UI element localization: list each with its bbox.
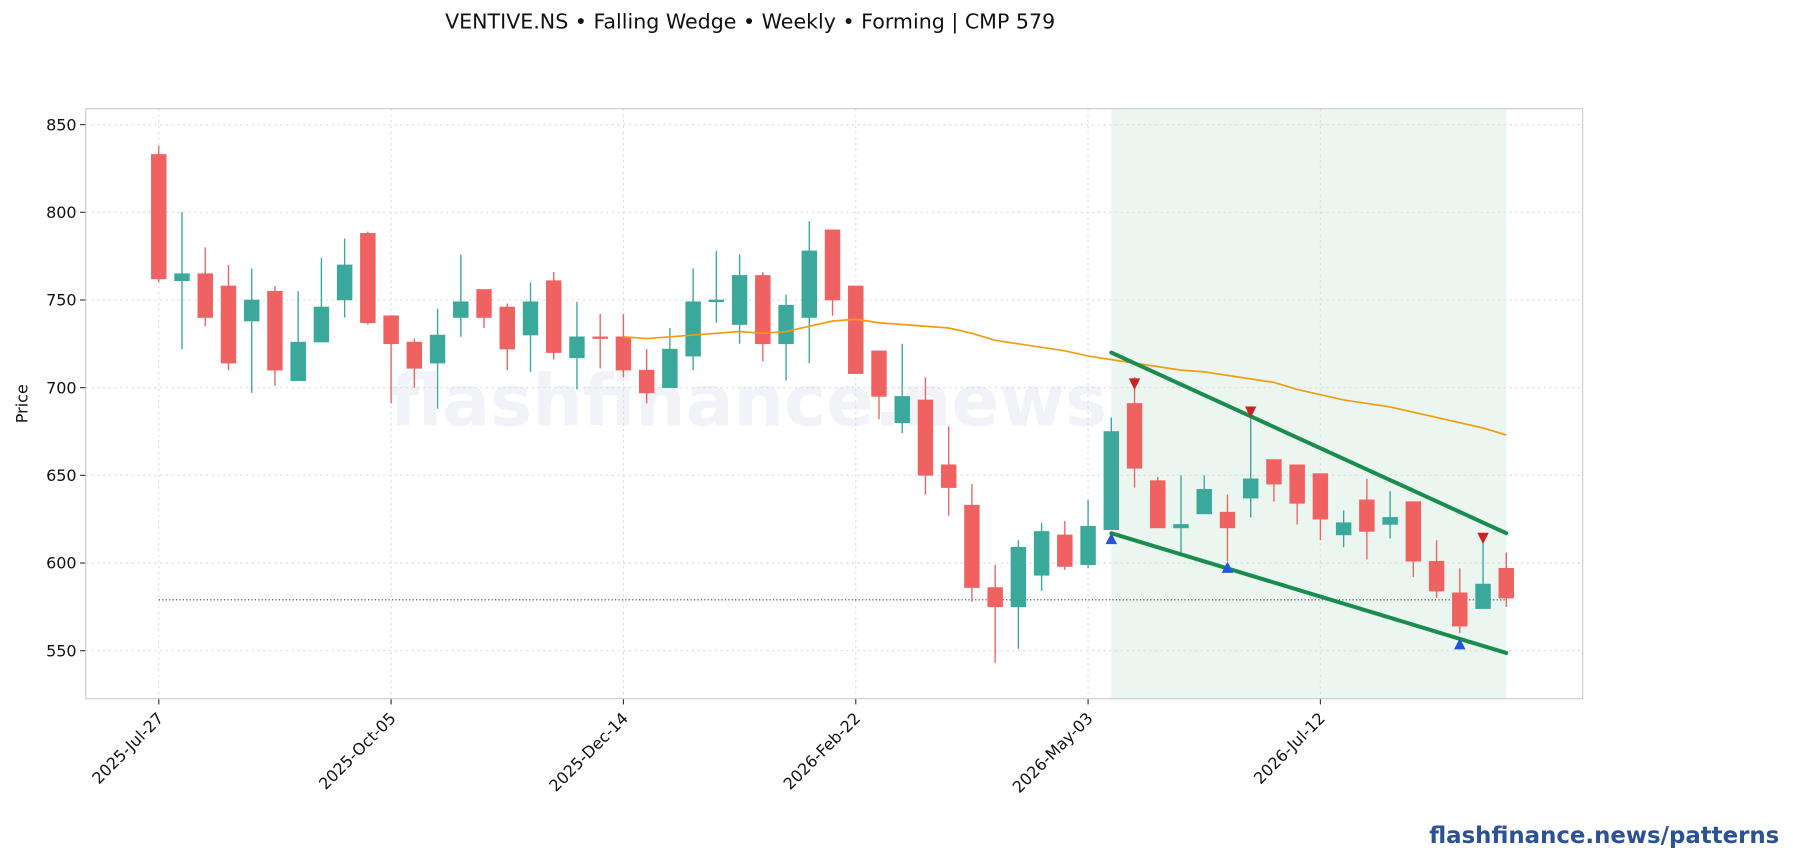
candle-body xyxy=(615,336,632,371)
candle-body xyxy=(987,587,1003,608)
candle-body xyxy=(917,399,934,476)
pivot-high xyxy=(1244,406,1257,418)
candle-body xyxy=(499,306,515,350)
footer: flashfinance.news/patterns xyxy=(1429,823,1779,849)
pivot-low xyxy=(1454,637,1466,650)
candle-body xyxy=(522,301,539,336)
candle-body xyxy=(1382,517,1398,525)
candle-body xyxy=(848,285,864,374)
candle-body xyxy=(755,275,771,345)
candle-body xyxy=(1428,560,1445,592)
candle-body xyxy=(638,369,655,394)
y-tick-label: 650 xyxy=(46,466,77,485)
y-tick-label: 700 xyxy=(46,378,77,397)
candle-body xyxy=(708,299,725,303)
candle-body xyxy=(1359,499,1375,532)
candle-body xyxy=(1196,489,1212,515)
y-tick-label: 750 xyxy=(46,291,77,310)
candle-body xyxy=(824,229,841,301)
candle-body xyxy=(243,299,260,322)
candle-body xyxy=(383,315,399,345)
candle-body xyxy=(1242,478,1259,499)
candle-body xyxy=(685,301,701,357)
candle-body xyxy=(151,154,167,280)
candle-body xyxy=(1080,525,1096,566)
pivot-high xyxy=(1128,378,1141,390)
candle-body xyxy=(1150,480,1166,529)
plot-frame xyxy=(85,108,1584,700)
pivot-low xyxy=(1221,561,1234,573)
candle-body xyxy=(197,273,213,318)
candle-body xyxy=(778,304,794,345)
candle-body xyxy=(220,285,237,364)
candle-body xyxy=(313,306,330,343)
candle-body xyxy=(1266,459,1282,485)
watermark: flashfinance.news xyxy=(390,359,1107,442)
candle-body xyxy=(1103,431,1120,530)
candle-body xyxy=(801,250,818,318)
y-axis-label: Price xyxy=(12,384,31,423)
candle-body xyxy=(429,334,446,364)
candle-body xyxy=(1173,524,1189,529)
moving-average xyxy=(623,318,1507,436)
candle-body xyxy=(662,348,678,388)
chart-title: VENTIVE.NS • Falling Wedge • Weekly • Fo… xyxy=(445,10,1055,35)
candle-body xyxy=(453,301,469,318)
candle-body xyxy=(1452,592,1468,627)
candle-body xyxy=(1057,534,1073,567)
candle-body xyxy=(1033,531,1050,576)
candle-body xyxy=(1289,464,1305,504)
y-tick-label: 800 xyxy=(46,203,77,222)
candle-body xyxy=(1219,511,1236,529)
candle-body xyxy=(406,341,423,369)
candle-body xyxy=(592,336,608,339)
candle-body xyxy=(174,273,190,281)
candle-body xyxy=(546,280,562,353)
pattern-zone xyxy=(1111,108,1507,699)
candle-body xyxy=(1126,403,1143,469)
candle-body xyxy=(569,336,585,359)
candle-body xyxy=(1335,522,1352,536)
candle-body xyxy=(940,464,957,488)
candle-body xyxy=(731,275,748,325)
pivot-low xyxy=(1105,532,1118,545)
candle-body xyxy=(1405,501,1422,562)
y-tick-label: 850 xyxy=(46,115,77,134)
candle-body xyxy=(964,504,980,588)
candle-body xyxy=(1010,546,1027,608)
wedge-upper xyxy=(1109,350,1509,536)
y-tick-label: 600 xyxy=(46,554,77,573)
pivot-high xyxy=(1477,532,1489,545)
candle-body xyxy=(1475,583,1491,609)
candle-body xyxy=(871,350,887,397)
candle-body xyxy=(290,341,306,381)
candle-body xyxy=(894,396,910,424)
candle-body xyxy=(1498,567,1514,599)
candle-body xyxy=(267,290,283,371)
candle-body xyxy=(336,264,353,301)
candle-body xyxy=(360,233,376,324)
wedge-lower xyxy=(1109,531,1509,655)
candle-body xyxy=(1312,473,1329,520)
y-tick-label: 550 xyxy=(46,641,77,660)
candle-body xyxy=(476,289,492,318)
